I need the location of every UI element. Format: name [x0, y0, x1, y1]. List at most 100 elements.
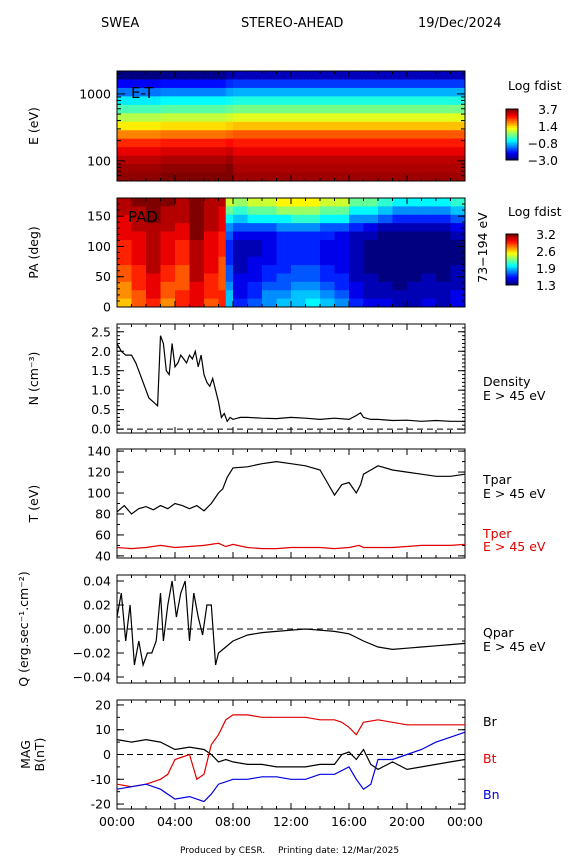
- mag-right-label-2: Bn: [483, 787, 500, 802]
- pad-cell: [436, 214, 451, 224]
- pad-cell: [225, 231, 234, 241]
- pad-cell: [131, 214, 147, 224]
- pad-cell: [117, 206, 132, 216]
- pad-energy-range: 73−194 eV: [475, 212, 490, 283]
- time-tick-label: 12:00: [273, 814, 309, 829]
- pad-cell: [320, 214, 335, 224]
- pad-cell: [225, 214, 234, 224]
- pad-colorbar-frame: [505, 233, 519, 286]
- pad-cell: [117, 248, 132, 258]
- pad-cell: [175, 281, 190, 291]
- et-colorbar-segment: [506, 117, 518, 120]
- mag-series-br: [116, 738, 466, 771]
- pad-cell: [349, 248, 364, 258]
- pad-cell: [291, 290, 306, 300]
- pad-cell: [233, 256, 248, 266]
- mag-series-bn: [116, 731, 466, 803]
- pad-colorbar-segment: [506, 259, 518, 262]
- pad-cell: [175, 223, 190, 233]
- et-panel-label: E-T: [131, 84, 155, 102]
- pad-colorbar-segment: [506, 262, 518, 266]
- pad-cell: [160, 256, 176, 266]
- pad-cell: [334, 206, 350, 216]
- pad-cell: [189, 265, 205, 274]
- et-cell: [225, 164, 234, 174]
- pad-cell: [305, 256, 321, 266]
- pad-cell: [305, 214, 321, 224]
- pad-cell: [334, 214, 350, 224]
- time-tick-label: 04:00: [157, 814, 193, 829]
- pad-cell: [233, 248, 248, 258]
- pad-colorbar-segment: [506, 268, 518, 271]
- pad-cell: [392, 223, 408, 233]
- pad-cell: [349, 273, 364, 283]
- pad-cell: [204, 273, 219, 283]
- pad-cell: [421, 206, 437, 216]
- pad-cell: [363, 214, 379, 224]
- pad-cell: [233, 265, 248, 274]
- pad-cell: [233, 281, 248, 291]
- pad-cell: [131, 256, 147, 266]
- et-cell: [117, 172, 161, 182]
- pad-cell: [160, 265, 176, 274]
- pad-cell: [334, 198, 350, 207]
- pad-cell: [407, 290, 422, 300]
- temperature-series-tper: [116, 542, 466, 550]
- pad-cell: [450, 248, 466, 258]
- et-cell: [225, 87, 234, 97]
- pad-cell: [247, 298, 263, 308]
- pad-cell: [160, 298, 176, 308]
- et-cell: [225, 155, 234, 165]
- pad-cell: [436, 281, 451, 291]
- pad-cell: [160, 239, 176, 249]
- pad-cell: [421, 265, 437, 274]
- pad-cell: [363, 223, 379, 233]
- mag-ytick-label: -10: [91, 772, 111, 787]
- pad-cell: [291, 223, 306, 233]
- pad-cell: [225, 298, 234, 308]
- pad-cell: [160, 214, 176, 224]
- pad-cell: [204, 214, 219, 224]
- pad-cell: [291, 214, 306, 224]
- pad-cell: [450, 206, 466, 216]
- pad-cell: [262, 290, 277, 300]
- pad-cell: [218, 265, 227, 274]
- pad-cell: [363, 265, 379, 274]
- pad-cell: [407, 265, 422, 274]
- pad-cell: [421, 231, 437, 241]
- density-ytick-label: 0.0: [91, 422, 111, 437]
- mag-ylabel-2: B(nT): [32, 738, 47, 772]
- et-colorbar-segment: [506, 141, 518, 144]
- et-cell: [233, 147, 466, 157]
- mag-ytick-label: 0: [103, 747, 111, 762]
- et-colorbar-segment: [506, 144, 518, 147]
- pad-cell: [363, 231, 379, 241]
- pad-colorbar-segment: [506, 244, 518, 247]
- pad-cell: [334, 239, 350, 249]
- pad-cell: [160, 206, 176, 216]
- pad-cell: [146, 298, 161, 308]
- pad-cell: [450, 281, 466, 291]
- pad-colorbar-segment: [506, 247, 518, 250]
- pad-cell: [276, 290, 292, 300]
- pad-cell: [276, 256, 292, 266]
- pad-cell: [204, 248, 219, 258]
- pad-cell: [407, 239, 422, 249]
- et-colorbar-tick: 3.7: [538, 102, 558, 117]
- temperature-ytick-label: 120: [87, 465, 111, 480]
- pad-cell: [131, 298, 147, 308]
- pad-cell: [349, 256, 364, 266]
- pad-cell: [175, 198, 190, 207]
- et-cell: [233, 130, 466, 140]
- temperature-series-tpar: [116, 460, 466, 515]
- pad-cell: [262, 265, 277, 274]
- et-colorbar-segment: [506, 115, 518, 118]
- pad-cell: [146, 198, 161, 207]
- pad-ylabel: PA (deg): [26, 226, 41, 279]
- pad-cell: [450, 223, 466, 233]
- pad-cell: [189, 223, 205, 233]
- temperature-ytick-label: 100: [87, 486, 111, 501]
- pad-cell: [131, 239, 147, 249]
- pad-cell: [160, 223, 176, 233]
- et-colorbar-segment: [506, 119, 518, 122]
